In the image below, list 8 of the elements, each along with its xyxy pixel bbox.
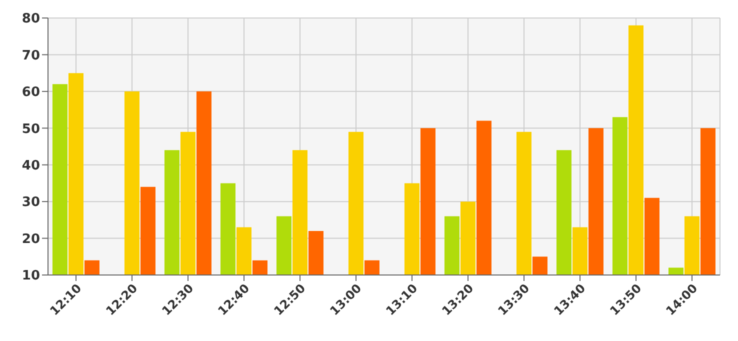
y-tick-label: 30: [22, 195, 40, 210]
y-tick-label: 10: [22, 268, 40, 284]
y-tick-label: 70: [22, 48, 40, 64]
y-tick-label: 60: [22, 85, 40, 100]
y-tick-label: 20: [22, 232, 40, 247]
y-tick-label: 80: [22, 12, 40, 27]
y-tick-label: 50: [22, 122, 40, 137]
y-tick-label: 40: [22, 158, 40, 174]
